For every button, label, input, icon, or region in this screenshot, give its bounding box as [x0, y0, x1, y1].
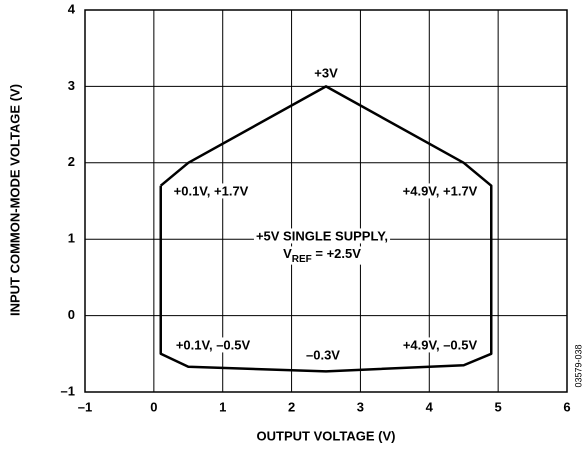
annotation-bg [281, 246, 364, 265]
x-tick-label: 5 [495, 399, 502, 414]
annotation: +0.1V, –0.5V [176, 337, 251, 352]
annotation-part: V [283, 246, 292, 261]
boundary-line [159, 85, 493, 373]
y-tick-label: –1 [61, 383, 75, 398]
x-tick-label: 2 [288, 399, 295, 414]
annotation-bg [171, 183, 251, 199]
annotation: +5V SINGLE SUPPLY, [256, 228, 388, 243]
x-tick-label: 0 [150, 399, 157, 414]
x-tick-label: 4 [426, 399, 434, 414]
annotation-bg [400, 183, 480, 199]
x-tick-label: 3 [357, 399, 364, 414]
y-tick-label: 2 [68, 154, 75, 169]
y-tick-label: 3 [68, 78, 75, 93]
annotation-part: REF [292, 254, 312, 265]
figure-id: 03579-038 [573, 344, 583, 387]
x-tick-label: 6 [563, 399, 570, 414]
annotation-bg [173, 337, 253, 353]
y-tick-label: 0 [68, 307, 75, 322]
annotation-bg [400, 337, 480, 353]
x-axis-title: OUTPUT VOLTAGE (V) [257, 428, 396, 443]
plot-frame [84, 9, 568, 393]
annotation: +3V [314, 65, 338, 80]
y-tick-label: 1 [68, 231, 75, 246]
annotation: VREF = +2.5V [283, 246, 361, 264]
x-tick-label: –1 [78, 399, 92, 414]
y-axis-title: INPUT COMMON-MODE VOLTAGE (V) [7, 84, 22, 316]
annotation-bg [304, 347, 343, 363]
annotation: +4.9V, –0.5V [403, 337, 478, 352]
annotation-bg [253, 228, 391, 244]
annotation: +4.9V, +1.7V [403, 183, 478, 198]
annotation: –0.3V [306, 347, 340, 362]
annotation: +0.1V, +1.7V [174, 183, 249, 198]
annotation-bg [312, 65, 341, 81]
annotation-part: = +2.5V [312, 246, 361, 261]
x-tick-label: 1 [219, 399, 226, 414]
y-tick-label: 4 [68, 1, 76, 16]
